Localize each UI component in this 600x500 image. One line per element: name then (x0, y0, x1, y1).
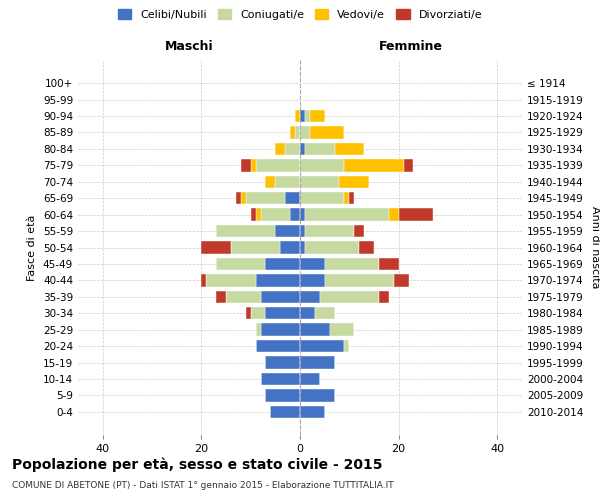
Bar (300, 307, 315, 320)
Bar (260, 208, 290, 221)
Bar (305, 225, 354, 237)
Bar (256, 274, 300, 286)
Bar (246, 307, 251, 320)
Y-axis label: Anni di nascita: Anni di nascita (590, 206, 600, 289)
Bar (236, 192, 241, 204)
Bar (202, 242, 231, 254)
Bar (300, 126, 310, 138)
Bar (310, 110, 325, 122)
Bar (265, 307, 300, 320)
Bar (379, 290, 389, 303)
Bar (295, 126, 300, 138)
Bar (300, 110, 305, 122)
Bar (256, 159, 300, 172)
Text: Femmine: Femmine (379, 40, 443, 52)
Bar (320, 290, 379, 303)
Bar (241, 192, 246, 204)
Bar (300, 159, 344, 172)
Bar (216, 225, 275, 237)
Bar (305, 110, 310, 122)
Bar (305, 242, 359, 254)
Bar (300, 225, 305, 237)
Bar (260, 290, 300, 303)
Bar (275, 143, 285, 155)
Bar (251, 159, 256, 172)
Bar (359, 242, 374, 254)
Bar (344, 192, 349, 204)
Bar (216, 290, 226, 303)
Bar (300, 176, 340, 188)
Bar (305, 143, 335, 155)
Bar (325, 258, 379, 270)
Bar (300, 208, 305, 221)
Y-axis label: Fasce di età: Fasce di età (28, 214, 37, 280)
Bar (265, 176, 275, 188)
Bar (300, 324, 329, 336)
Bar (300, 373, 320, 385)
Bar (256, 208, 260, 221)
Bar (265, 389, 300, 402)
Bar (265, 258, 300, 270)
Bar (389, 208, 398, 221)
Bar (310, 126, 344, 138)
Bar (256, 324, 260, 336)
Bar (329, 324, 354, 336)
Bar (275, 225, 300, 237)
Bar (300, 389, 335, 402)
Bar (300, 192, 344, 204)
Bar (246, 192, 285, 204)
Text: Popolazione per età, sesso e stato civile - 2015: Popolazione per età, sesso e stato civil… (12, 458, 383, 472)
Bar (300, 356, 335, 368)
Bar (315, 307, 335, 320)
Text: COMUNE DI ABETONE (PT) - Dati ISTAT 1° gennaio 2015 - Elaborazione TUTTITALIA.IT: COMUNE DI ABETONE (PT) - Dati ISTAT 1° g… (12, 481, 394, 490)
Bar (280, 242, 300, 254)
Bar (275, 176, 300, 188)
Bar (349, 192, 354, 204)
Bar (290, 208, 300, 221)
Bar (241, 159, 251, 172)
Bar (340, 176, 369, 188)
Bar (216, 258, 265, 270)
Bar (260, 373, 300, 385)
Bar (344, 340, 349, 352)
Bar (344, 159, 404, 172)
Bar (300, 143, 305, 155)
Text: Maschi: Maschi (164, 40, 214, 52)
Bar (265, 356, 300, 368)
Bar (260, 324, 300, 336)
Bar (271, 406, 300, 418)
Bar (300, 274, 325, 286)
Bar (394, 274, 409, 286)
Legend: Celibi/Nubili, Coniugati/e, Vedovi/e, Divorziati/e: Celibi/Nubili, Coniugati/e, Vedovi/e, Di… (115, 6, 485, 23)
Bar (300, 290, 320, 303)
Bar (398, 208, 433, 221)
Bar (285, 143, 300, 155)
Bar (300, 406, 325, 418)
Bar (285, 192, 300, 204)
Bar (325, 274, 394, 286)
Bar (354, 225, 364, 237)
Bar (231, 242, 280, 254)
Bar (295, 110, 300, 122)
Bar (290, 126, 295, 138)
Bar (300, 258, 325, 270)
Bar (305, 208, 389, 221)
Bar (251, 307, 265, 320)
Bar (300, 340, 344, 352)
Bar (206, 274, 256, 286)
Bar (256, 340, 300, 352)
Bar (335, 143, 364, 155)
Bar (379, 258, 398, 270)
Bar (300, 242, 305, 254)
Bar (202, 274, 206, 286)
Bar (404, 159, 413, 172)
Bar (251, 208, 256, 221)
Bar (226, 290, 260, 303)
